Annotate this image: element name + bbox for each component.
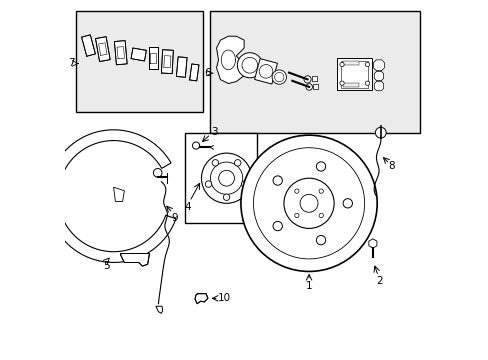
Polygon shape (121, 253, 149, 266)
Bar (76, 12, 203, 112)
Polygon shape (373, 81, 383, 91)
Circle shape (192, 142, 199, 149)
Circle shape (365, 81, 369, 85)
Polygon shape (373, 71, 383, 81)
Polygon shape (161, 50, 173, 73)
Bar (340, 60, 367, 88)
Polygon shape (373, 60, 384, 71)
Circle shape (318, 213, 323, 218)
Circle shape (339, 62, 344, 67)
Polygon shape (47, 130, 176, 262)
Bar (185, 134, 257, 223)
Circle shape (234, 159, 241, 166)
Circle shape (343, 199, 352, 208)
Circle shape (271, 70, 286, 84)
Circle shape (375, 127, 386, 138)
Bar (343, 83, 359, 87)
Circle shape (223, 194, 229, 201)
Polygon shape (131, 48, 146, 61)
Circle shape (237, 53, 262, 78)
Polygon shape (95, 37, 110, 62)
Polygon shape (156, 306, 163, 314)
Circle shape (316, 162, 325, 171)
Polygon shape (114, 41, 127, 65)
Circle shape (316, 235, 325, 245)
Text: 8: 8 (387, 161, 394, 171)
Circle shape (304, 76, 310, 83)
Text: 7: 7 (67, 58, 74, 68)
Bar (210, 12, 419, 134)
Circle shape (272, 221, 282, 231)
Polygon shape (189, 64, 199, 81)
Circle shape (212, 159, 218, 166)
Text: 2: 2 (376, 276, 383, 286)
Polygon shape (148, 47, 157, 69)
Circle shape (365, 62, 369, 67)
Polygon shape (368, 239, 376, 248)
Polygon shape (312, 84, 317, 89)
Circle shape (153, 168, 162, 177)
Text: 10: 10 (218, 293, 231, 303)
Circle shape (318, 189, 323, 193)
Circle shape (241, 135, 376, 271)
Circle shape (272, 176, 282, 185)
Circle shape (305, 84, 312, 90)
Circle shape (241, 181, 247, 187)
Polygon shape (113, 187, 124, 202)
Text: 6: 6 (204, 68, 211, 78)
Polygon shape (195, 294, 207, 304)
Bar (343, 61, 359, 65)
Text: 5: 5 (103, 261, 109, 271)
Polygon shape (81, 35, 95, 56)
Circle shape (339, 81, 344, 85)
Polygon shape (216, 36, 244, 84)
Text: 3: 3 (210, 127, 217, 136)
Circle shape (294, 213, 299, 218)
Text: 4: 4 (184, 202, 191, 212)
Circle shape (201, 153, 251, 203)
Polygon shape (311, 76, 317, 81)
Circle shape (205, 181, 211, 187)
Text: 9: 9 (171, 213, 178, 222)
Text: 1: 1 (305, 281, 312, 291)
Polygon shape (254, 59, 277, 84)
Circle shape (294, 189, 299, 193)
Polygon shape (176, 57, 187, 77)
Bar (336, 58, 371, 90)
